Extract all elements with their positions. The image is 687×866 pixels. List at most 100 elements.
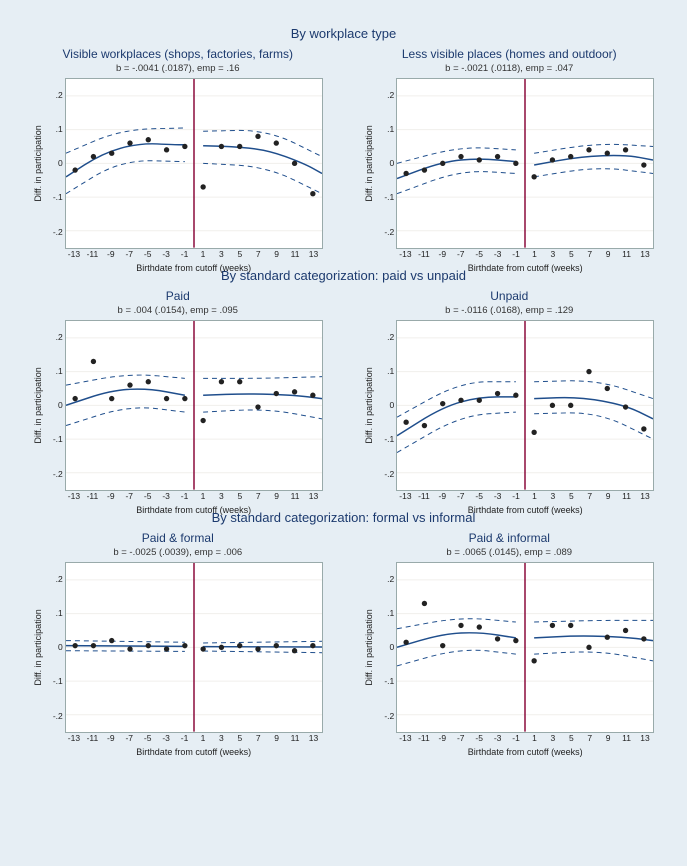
xtick: -11 [87, 491, 99, 501]
panel-title: Paid [166, 289, 190, 303]
xtick: 7 [587, 733, 592, 743]
xtick: 7 [256, 249, 261, 259]
xtick: 9 [606, 249, 611, 259]
chart-wrap: Diff. in participation-.2-.10.1.2-13-11-… [33, 78, 323, 248]
xtick: 11 [622, 733, 631, 743]
rd-figure-page: By workplace type Visible workplaces (sho… [0, 0, 687, 762]
xtick: 5 [569, 249, 574, 259]
xtick: -7 [125, 733, 133, 743]
plot-area [65, 320, 323, 491]
ytick: .2 [56, 90, 63, 100]
xtick: 3 [551, 249, 556, 259]
xtick: 9 [606, 491, 611, 501]
xtick: -13 [68, 249, 80, 259]
ytick: .2 [387, 90, 394, 100]
y-ticks: -.2-.10.1.2 [47, 320, 65, 491]
panel-title: Paid & formal [142, 531, 214, 545]
xtick: -1 [512, 249, 520, 259]
panel-lessvis: Less visible places (homes and outdoor)b… [356, 47, 664, 248]
panel-row: Visible workplaces (shops, factories, fa… [24, 47, 663, 248]
xtick: -1 [512, 733, 520, 743]
ytick: -.1 [384, 676, 394, 686]
xtick: 9 [274, 491, 279, 501]
chart-wrap: Diff. in participation-.2-.10.1.2-13-11-… [33, 562, 323, 732]
ytick: -.1 [53, 434, 63, 444]
x-ticks: -13-11-9-7-5-3-1135791113 [396, 249, 654, 263]
y-axis-label: Diff. in participation [364, 562, 378, 733]
ytick: .1 [387, 608, 394, 618]
panel-paid: Paidb = .004 (.0154), emp = .095Diff. in… [24, 289, 332, 490]
panel-sub: b = -.0021 (.0118), emp = .047 [445, 63, 573, 74]
x-axis-label: Birthdate from cutoff (weeks) [65, 263, 323, 277]
panel-row: Paid & formal b = -.0025 (.0039), emp = .… [24, 531, 663, 732]
xtick: -5 [475, 249, 483, 259]
xtick: 13 [309, 491, 318, 501]
xtick: 3 [551, 491, 556, 501]
x-axis-label: Birthdate from cutoff (weeks) [396, 263, 654, 277]
plot-area [396, 562, 654, 733]
xtick: 11 [622, 491, 631, 501]
xtick: 13 [640, 249, 649, 259]
xtick: 3 [219, 491, 224, 501]
xtick: -7 [125, 491, 133, 501]
x-axis-label: Birthdate from cutoff (weeks) [65, 505, 323, 519]
chart-wrap: Diff. in participation-.2-.10.1.2-13-11-… [364, 562, 654, 732]
xtick: 11 [291, 249, 300, 259]
xtick: -7 [125, 249, 133, 259]
y-ticks: -.2-.10.1.2 [378, 562, 396, 733]
chart-wrap: Diff. in participation-.2-.10.1.2-13-11-… [33, 320, 323, 490]
xtick: 7 [587, 249, 592, 259]
ytick: -.1 [53, 192, 63, 202]
ytick: -.1 [384, 434, 394, 444]
xtick: -1 [181, 249, 189, 259]
xtick: -3 [162, 733, 170, 743]
xtick: -5 [475, 491, 483, 501]
xtick: -13 [399, 491, 411, 501]
xtick: 13 [309, 733, 318, 743]
section-title: By workplace type [24, 26, 663, 41]
x-axis-label: Birthdate from cutoff (weeks) [396, 747, 654, 761]
chart-wrap: Diff. in participation-.2-.10.1.2-13-11-… [364, 78, 654, 248]
ytick: .1 [56, 124, 63, 134]
panel-sub: b = .004 (.0154), emp = .095 [118, 305, 238, 316]
plot-area [65, 78, 323, 249]
panel-sub: b = -.0041 (.0187), emp = .16 [116, 63, 240, 74]
ytick: .1 [387, 124, 394, 134]
panel-sub: b = -.0025 (.0039), emp = .006 [113, 547, 242, 558]
xtick: 9 [606, 733, 611, 743]
xtick: -5 [144, 491, 152, 501]
y-axis-label: Diff. in participation [33, 562, 47, 733]
ytick: -.1 [53, 676, 63, 686]
xtick: 3 [551, 733, 556, 743]
chart-wrap: Diff. in participation-.2-.10.1.2-13-11-… [364, 320, 654, 490]
x-ticks: -13-11-9-7-5-3-1135791113 [65, 733, 323, 747]
xtick: 1 [201, 249, 206, 259]
xtick: -11 [418, 491, 430, 501]
xtick: -7 [457, 491, 465, 501]
panel-visible: Visible workplaces (shops, factories, fa… [24, 47, 332, 248]
y-ticks: -.2-.10.1.2 [47, 78, 65, 249]
xtick: 9 [274, 249, 279, 259]
xtick: 1 [532, 491, 537, 501]
ytick: 0 [390, 158, 395, 168]
xtick: 5 [237, 249, 242, 259]
plot-area [396, 320, 654, 491]
x-ticks: -13-11-9-7-5-3-1135791113 [65, 249, 323, 263]
xtick: 5 [237, 733, 242, 743]
xtick: -1 [512, 491, 520, 501]
ytick: .2 [56, 574, 63, 584]
ytick: -.2 [53, 469, 63, 479]
xtick: -7 [457, 733, 465, 743]
xtick: -13 [399, 249, 411, 259]
x-axis-label: Birthdate from cutoff (weeks) [396, 505, 654, 519]
xtick: 9 [274, 733, 279, 743]
xtick: 13 [640, 733, 649, 743]
y-axis-label: Diff. in participation [364, 320, 378, 491]
panel-title: Paid & informal [469, 531, 550, 545]
xtick: 1 [201, 491, 206, 501]
xtick: -5 [144, 733, 152, 743]
plot-area [396, 78, 654, 249]
xtick: 7 [587, 491, 592, 501]
ytick: .1 [56, 366, 63, 376]
ytick: -.2 [384, 469, 394, 479]
